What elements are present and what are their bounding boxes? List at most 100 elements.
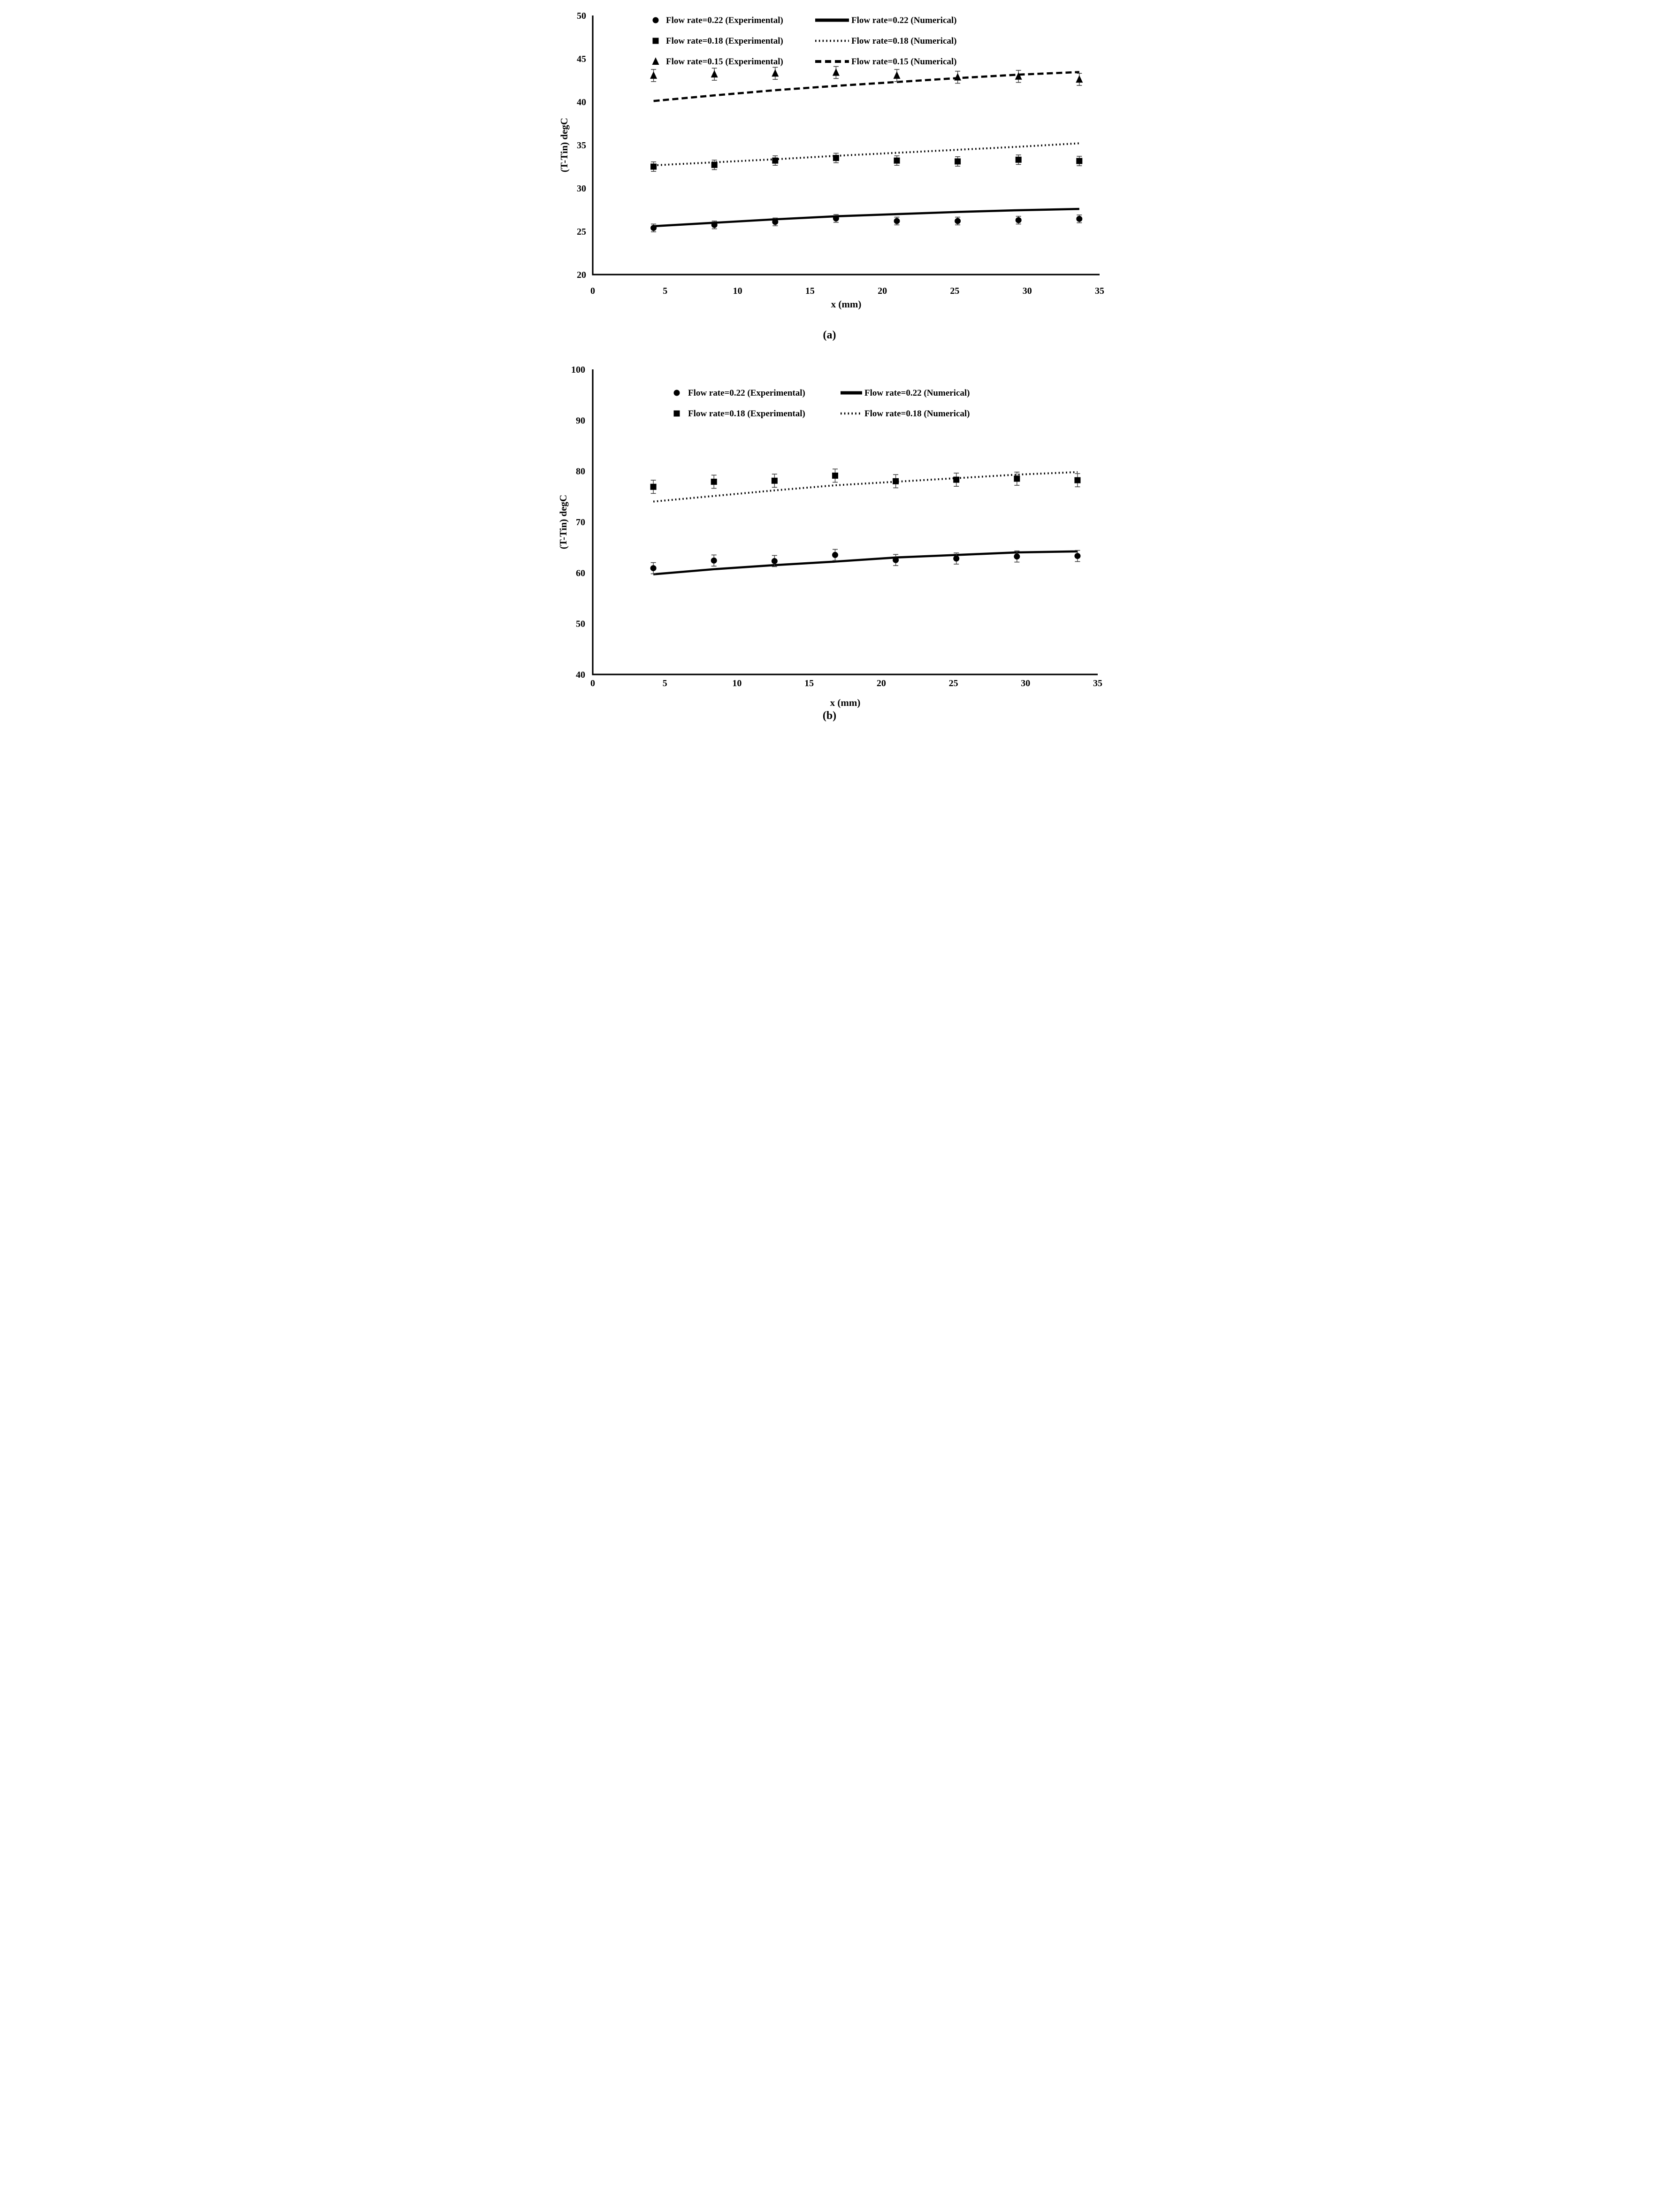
data-point-marker-triangle bbox=[1015, 72, 1022, 80]
y-tick-label: 40 bbox=[577, 97, 586, 107]
y-tick-label: 25 bbox=[577, 227, 586, 237]
y-tick-label: 45 bbox=[577, 54, 586, 64]
legend-label: Flow rate=0.22 (Experimental) bbox=[688, 388, 805, 398]
x-tick-label: 5 bbox=[663, 286, 667, 296]
legend-label: Flow rate=0.15 (Experimental) bbox=[666, 57, 783, 67]
y-tick-label: 40 bbox=[576, 670, 585, 680]
x-tick-label: 0 bbox=[590, 678, 595, 689]
data-point-marker-circle bbox=[954, 218, 961, 224]
data-point-marker-circle bbox=[652, 17, 658, 23]
x-tick-label: 25 bbox=[948, 678, 958, 689]
data-point-marker-square bbox=[650, 163, 657, 170]
y-tick-label: 50 bbox=[577, 11, 586, 21]
x-tick-label: 10 bbox=[733, 286, 742, 296]
y-tick-label: 80 bbox=[576, 467, 585, 477]
data-point-marker-square bbox=[833, 155, 839, 161]
data-point-marker-square bbox=[673, 410, 680, 417]
x-axis-title: x (mm) bbox=[830, 697, 860, 708]
series-line-solid bbox=[653, 550, 1078, 575]
axis-lines bbox=[591, 369, 1098, 675]
data-point-marker-circle bbox=[1015, 217, 1022, 223]
x-tick-label: 35 bbox=[1095, 286, 1104, 296]
series-line-dotted bbox=[653, 471, 1078, 503]
series-line-solid bbox=[653, 207, 1079, 228]
x-tick-label: 5 bbox=[662, 678, 667, 689]
data-point-marker-circle bbox=[892, 557, 899, 563]
data-point-marker-triangle bbox=[832, 68, 840, 76]
legend-label: Flow rate=0.18 (Numerical) bbox=[851, 36, 957, 46]
y-tick-label: 90 bbox=[576, 415, 585, 426]
y-tick-label: 50 bbox=[576, 619, 585, 629]
data-point-marker-triangle bbox=[711, 70, 718, 78]
data-point-marker-square bbox=[1015, 156, 1022, 163]
y-tick-label: 60 bbox=[576, 568, 585, 578]
y-tick-label: 20 bbox=[577, 270, 586, 280]
x-tick-label: 20 bbox=[876, 678, 886, 689]
legend-label: Flow rate=0.15 (Numerical) bbox=[851, 57, 957, 67]
x-axis-title: x (mm) bbox=[831, 299, 861, 310]
data-point-marker-triangle bbox=[893, 71, 900, 79]
chart-a-canvas: 20 25 30 35 40 45 50 0 5 10 15 20 25 30 35 x (mm) (T-Tin… bbox=[558, 11, 1104, 310]
chart-a-caption: (a) bbox=[823, 329, 836, 341]
data-point-marker-square bbox=[953, 476, 959, 483]
x-tick-label: 20 bbox=[878, 286, 887, 296]
data-point-marker-square bbox=[652, 38, 658, 44]
chart-b-caption: (b) bbox=[822, 710, 837, 722]
data-point-marker-square bbox=[772, 157, 778, 164]
data-point-marker-triangle bbox=[771, 69, 779, 77]
data-point-marker-circle bbox=[650, 225, 657, 231]
x-tick-label: 35 bbox=[1093, 678, 1102, 689]
data-point-marker-triangle bbox=[650, 71, 657, 79]
y-tick-label: 70 bbox=[576, 517, 585, 528]
data-point-marker-square bbox=[832, 472, 838, 479]
data-point-marker-triangle bbox=[652, 57, 659, 65]
x-tick-label: 10 bbox=[732, 678, 742, 689]
data-point-marker-square bbox=[771, 477, 778, 484]
axis-lines bbox=[591, 15, 1100, 276]
data-point-marker-circle bbox=[711, 557, 717, 564]
data-point-marker-square bbox=[954, 158, 961, 165]
data-point-marker-square bbox=[1076, 158, 1082, 164]
data-point-marker-circle bbox=[711, 222, 718, 228]
data-point-marker-circle bbox=[894, 218, 900, 224]
data-point-marker-circle bbox=[771, 558, 778, 564]
data-point-marker-circle bbox=[833, 215, 839, 222]
x-tick-label: 25 bbox=[950, 286, 959, 296]
legend-label: Flow rate=0.18 (Experimental) bbox=[666, 36, 783, 46]
data-point-marker-square bbox=[1013, 475, 1020, 482]
data-point-marker-circle bbox=[650, 565, 657, 572]
data-point-marker-triangle bbox=[954, 73, 961, 81]
data-point-marker-circle bbox=[1074, 553, 1080, 559]
legend-label: Flow rate=0.22 (Numerical) bbox=[851, 15, 957, 25]
y-axis-title: (T-Tin) degC bbox=[558, 495, 569, 549]
legend-label: Flow rate=0.18 (Experimental) bbox=[688, 409, 805, 419]
data-point-marker-square bbox=[711, 161, 718, 168]
y-tick-label: 35 bbox=[577, 140, 586, 151]
data-point-marker-square bbox=[894, 157, 900, 164]
data-point-marker-circle bbox=[832, 551, 838, 558]
legend-label: Flow rate=0.22 (Numerical) bbox=[864, 388, 970, 398]
series-line-dashed bbox=[653, 71, 1079, 102]
data-point-marker-square bbox=[711, 478, 717, 485]
data-point-marker-square bbox=[892, 478, 899, 484]
y-tick-label: 100 bbox=[571, 365, 585, 375]
x-tick-label: 15 bbox=[804, 678, 814, 689]
series-line-dotted bbox=[653, 142, 1079, 167]
chart-b-canvas: 40 50 60 70 80 90 100 0 5 10 15 20 25 30 35 x (mm) (T-Ti… bbox=[558, 365, 1102, 708]
data-point-marker-circle bbox=[673, 390, 680, 396]
x-tick-label: 15 bbox=[805, 286, 814, 296]
x-tick-label: 30 bbox=[1022, 286, 1032, 296]
x-tick-label: 0 bbox=[590, 286, 595, 296]
data-point-marker-square bbox=[1074, 477, 1080, 483]
data-point-marker-circle bbox=[1013, 553, 1020, 560]
legend-label: Flow rate=0.22 (Experimental) bbox=[666, 15, 783, 25]
x-tick-label: 30 bbox=[1021, 678, 1030, 689]
y-tick-label: 30 bbox=[577, 184, 586, 194]
y-axis-title: (T-Tin) degC bbox=[558, 118, 570, 172]
figure-page: 20 25 30 35 40 45 50 0 5 10 15 20 25 30 35 x (mm) (T-Tin… bbox=[553, 0, 1106, 737]
data-point-marker-square bbox=[650, 483, 657, 490]
data-point-marker-circle bbox=[772, 219, 778, 225]
data-point-marker-circle bbox=[1076, 215, 1082, 222]
legend-label: Flow rate=0.18 (Numerical) bbox=[864, 409, 970, 419]
data-point-marker-circle bbox=[953, 555, 959, 562]
